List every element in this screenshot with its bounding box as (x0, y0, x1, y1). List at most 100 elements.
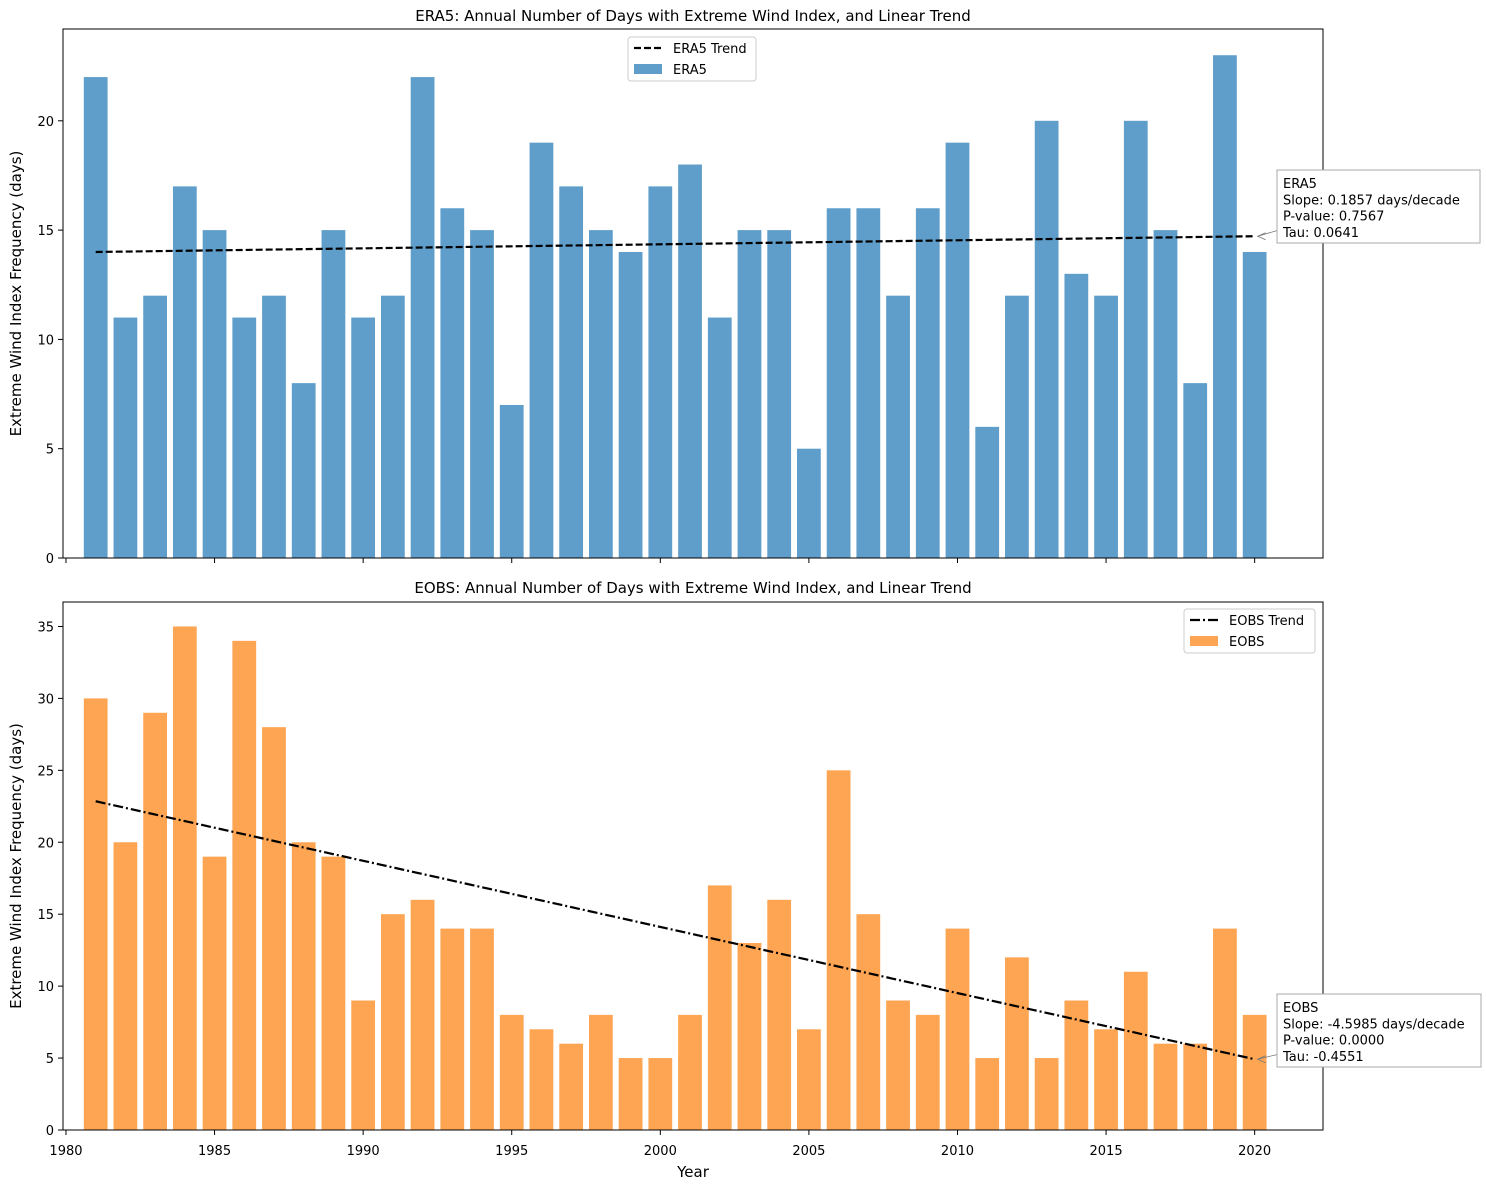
bar-2011 (975, 1058, 1000, 1130)
chart-title: EOBS: Annual Number of Days with Extreme… (414, 579, 971, 597)
annotation-line-0: ERA5 (1283, 177, 1317, 192)
y-tick-label: 15 (37, 908, 54, 923)
bar-1981 (83, 77, 108, 558)
bar-1999 (618, 251, 643, 558)
bar-2004 (767, 230, 792, 559)
x-tick-label: 2000 (644, 1144, 677, 1159)
bar-1988 (291, 842, 316, 1130)
chart-title: ERA5: Annual Number of Days with Extreme… (415, 7, 971, 25)
bar-1986 (232, 317, 257, 558)
bar-2017 (1153, 230, 1178, 559)
y-tick-label: 20 (37, 836, 54, 851)
bar-2011 (975, 426, 1000, 558)
legend-bar-swatch (634, 64, 662, 74)
bar-1987 (262, 727, 286, 1130)
bar-1982 (113, 842, 138, 1130)
bar-1992 (410, 77, 435, 558)
bar-2000 (648, 186, 673, 558)
bar-2016 (1123, 120, 1148, 559)
y-tick-label: 0 (46, 1124, 54, 1139)
bar-2013 (1034, 1058, 1059, 1130)
axes-frame (62, 601, 1324, 1131)
bar-2012 (1005, 295, 1029, 558)
bar-1993 (440, 208, 465, 559)
bar-1992 (410, 899, 435, 1130)
bar-1981 (83, 698, 108, 1130)
y-axis-label: Extreme Wind Index Frequency (days) (7, 723, 25, 1009)
axes-frame (62, 28, 1324, 559)
bar-1996 (529, 1029, 554, 1130)
legend-bar-label: EOBS (1229, 635, 1264, 650)
bar-1991 (380, 295, 405, 558)
bar-1996 (529, 142, 554, 558)
bar-1985 (202, 230, 227, 559)
bar-2004 (767, 899, 792, 1130)
bar-2018 (1183, 383, 1208, 558)
eobs-panel: EOBS: Annual Number of Days with Extreme… (7, 579, 1482, 1181)
bar-2001 (678, 1014, 702, 1130)
bar-2019 (1213, 55, 1237, 558)
bar-2015 (1094, 1029, 1118, 1130)
bar-2001 (678, 164, 702, 558)
annotation-line-3: Tau: -0.4551 (1282, 1050, 1364, 1065)
annotation-arrowhead (1256, 232, 1266, 241)
bar-2008 (886, 295, 910, 558)
legend-bar-label: ERA5 (673, 63, 707, 78)
y-tick-label: 25 (37, 764, 54, 779)
bar-2005 (797, 1029, 821, 1130)
bar-2007 (856, 208, 881, 559)
y-tick-label: 35 (37, 620, 54, 635)
annotation-line-1: Slope: -4.5985 days/decade (1283, 1017, 1465, 1032)
legend-trend-label: ERA5 Trend (673, 42, 747, 57)
bar-2009 (915, 1014, 940, 1130)
annotation-line-2: P-value: 0.7567 (1283, 210, 1384, 225)
x-tick-label: 1980 (49, 1144, 82, 1159)
bar-1994 (470, 230, 494, 559)
bar-2014 (1064, 1000, 1089, 1130)
x-tick-label: 1985 (198, 1144, 231, 1159)
era5-panel: ERA5: Annual Number of Days with Extreme… (7, 7, 1481, 567)
bar-1998 (588, 1014, 613, 1130)
x-tick-label: 1995 (495, 1144, 528, 1159)
bar-1994 (470, 928, 494, 1130)
bar-1983 (143, 295, 168, 558)
bar-1997 (559, 1043, 584, 1130)
bar-2020 (1242, 1014, 1267, 1130)
bar-2013 (1034, 120, 1059, 559)
bar-2019 (1213, 928, 1237, 1130)
bar-2012 (1005, 957, 1029, 1130)
bar-2000 (648, 1058, 673, 1130)
annotation-line-2: P-value: 0.0000 (1283, 1034, 1384, 1049)
annotation-arrowhead (1256, 1055, 1266, 1064)
legend-trend-label: EOBS Trend (1229, 614, 1304, 629)
x-axis-label: Year (676, 1163, 710, 1181)
bar-2006 (826, 770, 851, 1130)
bar-2003 (737, 942, 762, 1130)
x-tick-label: 2005 (792, 1144, 825, 1159)
bar-2006 (826, 208, 851, 559)
y-tick-label: 0 (46, 552, 54, 567)
bar-2020 (1242, 251, 1267, 558)
y-tick-label: 10 (37, 333, 54, 348)
bar-2015 (1094, 295, 1118, 558)
y-tick-label: 15 (37, 224, 54, 239)
bar-1991 (380, 914, 405, 1130)
y-tick-label: 20 (37, 115, 54, 130)
bar-2010 (945, 142, 970, 558)
annotation-arrow (1257, 230, 1278, 237)
bar-2005 (797, 448, 821, 558)
x-tick-label: 2010 (941, 1144, 974, 1159)
annotation-line-1: Slope: 0.1857 days/decade (1283, 193, 1460, 208)
bar-1983 (143, 712, 168, 1130)
bar-1988 (291, 383, 316, 558)
bar-1990 (351, 1000, 376, 1130)
bar-2002 (707, 317, 732, 558)
bar-1984 (172, 626, 197, 1130)
x-tick-label: 1990 (347, 1144, 380, 1159)
bar-2007 (856, 914, 881, 1130)
bar-1999 (618, 1058, 643, 1130)
bar-1997 (559, 186, 584, 558)
bar-1985 (202, 856, 227, 1130)
y-axis-label: Extreme Wind Index Frequency (days) (7, 151, 25, 437)
